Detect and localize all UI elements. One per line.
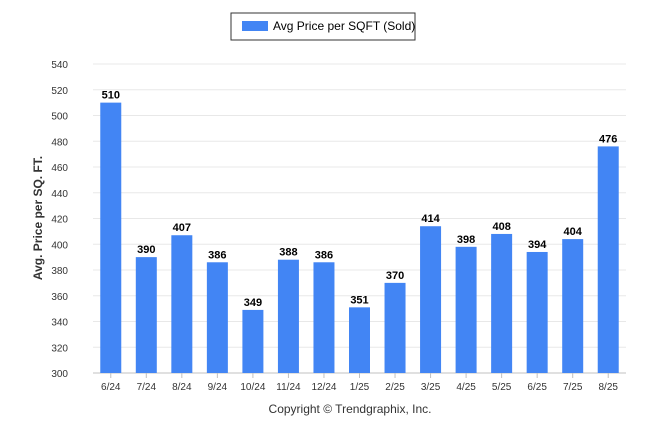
bar-7-24 (135, 257, 157, 373)
y-tick-label: 360 (51, 292, 68, 303)
y-axis-ticks: 300 320 340 360 380 400 420 440 460 480 500 520 540 (51, 60, 68, 380)
bar-3-25 (420, 226, 442, 373)
x-tick-label: 1/25 (350, 382, 370, 393)
bar-9-24 (206, 262, 228, 373)
data-label: 370 (386, 270, 404, 282)
x-tick-label: 3/25 (421, 382, 441, 393)
x-tick-label: 6/24 (101, 382, 121, 393)
y-tick-label: 480 (51, 137, 68, 148)
data-label: 388 (279, 247, 297, 259)
copyright-credit: Copyright © Trendgraphix, Inc. (269, 402, 432, 416)
data-label: 408 (492, 221, 510, 233)
bar-10-24 (242, 309, 264, 373)
x-tick-label: 2/25 (385, 382, 405, 393)
data-label: 386 (208, 249, 226, 261)
bar-12-24 (313, 262, 335, 373)
bar-4-25 (455, 246, 477, 373)
data-label: 390 (137, 244, 155, 256)
x-tick-label: 7/25 (563, 382, 583, 393)
y-tick-label: 320 (51, 343, 68, 354)
x-tick-label: 6/25 (527, 382, 547, 393)
legend-swatch (242, 21, 268, 31)
data-label: 404 (564, 226, 583, 238)
x-tick-label: 4/25 (456, 382, 476, 393)
x-tick-label: 12/24 (311, 382, 336, 393)
y-tick-label: 460 (51, 163, 68, 174)
bar-1-25 (349, 307, 370, 373)
x-tick-label: 8/25 (598, 382, 618, 393)
data-label: 394 (528, 239, 547, 251)
data-label: 407 (173, 222, 191, 234)
y-axis-title: Avg. Price per SQ. FT. (31, 156, 45, 280)
bar-5-25 (491, 233, 513, 373)
y-tick-label: 440 (51, 189, 68, 200)
bar-2-25 (384, 282, 406, 373)
bar-6-25 (526, 251, 548, 373)
data-labels: 510 390 407 386 349 388 386 351 370 414 398 408 394 4… (102, 90, 618, 309)
x-tick-label: 8/24 (172, 382, 192, 393)
y-tick-label: 520 (51, 86, 68, 97)
x-axis-ticks: 6/24 7/24 8/24 9/24 10/24 11/24 12/24 1/25 2/25 3… (101, 373, 618, 393)
bars (100, 102, 619, 373)
bar-6-24 (100, 102, 122, 373)
bar-7-25 (562, 239, 584, 373)
data-label: 476 (599, 133, 617, 145)
legend: Avg Price per SQFT (Sold) (230, 12, 416, 41)
y-tick-label: 340 (51, 318, 68, 329)
data-label: 398 (457, 234, 475, 246)
data-label: 349 (244, 297, 262, 309)
bar-8-24 (171, 235, 193, 373)
y-tick-label: 420 (51, 215, 68, 226)
y-tick-label: 540 (51, 60, 68, 71)
x-tick-label: 10/24 (240, 382, 265, 393)
y-tick-label: 400 (51, 240, 68, 251)
y-tick-label: 300 (51, 369, 68, 380)
x-tick-label: 7/24 (137, 382, 157, 393)
data-label: 510 (102, 90, 120, 102)
bar-11-24 (277, 259, 299, 373)
data-label: 414 (421, 213, 440, 225)
y-tick-label: 380 (51, 266, 68, 277)
data-label: 351 (350, 294, 368, 306)
x-tick-label: 5/25 (492, 382, 512, 393)
data-label: 386 (315, 249, 333, 261)
legend-box (230, 12, 416, 41)
x-tick-label: 11/24 (276, 382, 301, 393)
bar-8-25 (597, 146, 619, 373)
legend-label: Avg Price per SQFT (Sold) (273, 19, 415, 33)
y-tick-label: 500 (51, 112, 68, 123)
x-tick-label: 9/24 (208, 382, 228, 393)
